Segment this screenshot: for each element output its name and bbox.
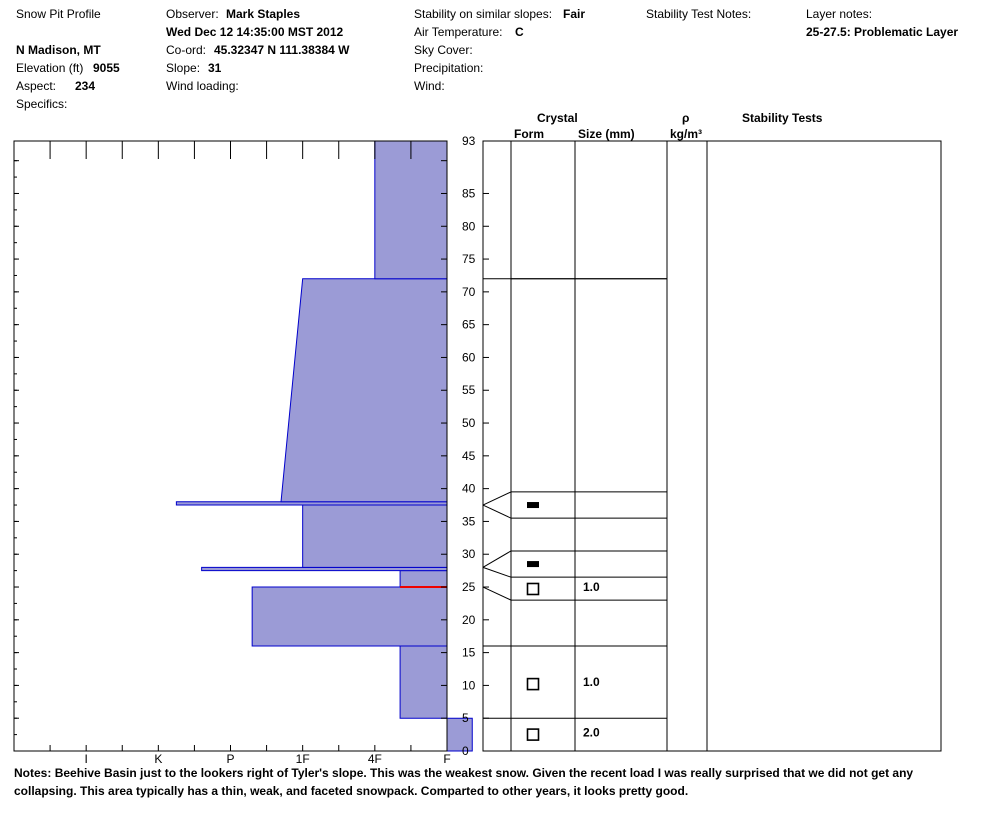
- air-temp-label: Air Temperature:: [414, 25, 503, 39]
- faceted-crystal-icon: [526, 582, 540, 596]
- aspect-value: 234: [75, 79, 96, 93]
- depth-tick-label: 25: [462, 580, 476, 594]
- layer-connector-line: [482, 586, 512, 601]
- hardness-category-label: F: [443, 752, 450, 766]
- chart-frames: [13, 140, 942, 752]
- crystal-size-label: 1.0: [583, 580, 600, 594]
- density-unit-header: kg/m³: [670, 127, 703, 141]
- depth-tick-label: 70: [462, 285, 476, 299]
- hardness-layer-1: [399, 645, 448, 719]
- faceted-crystal-icon: [526, 677, 540, 691]
- sky-cover-label: Sky Cover:: [414, 43, 473, 57]
- hardness-category-label: 1F: [296, 752, 310, 766]
- crystal-size-label: 2.0: [583, 726, 600, 740]
- air-temp-value: C: [515, 25, 524, 39]
- coord-label: Co-ord:: [166, 43, 207, 57]
- crystal-header: Crystal: [537, 111, 578, 125]
- hardness-layer-5: [302, 504, 448, 568]
- depth-tick-label: 30: [462, 547, 476, 561]
- observation-datetime: Wed Dec 12 14:35:00 MST 2012: [166, 25, 344, 39]
- axis-ticks: 0 5 10 15 20 25 30 35 40 45 50 55 60 65 70 75 80 85 93 I K P 1…: [14, 134, 493, 766]
- depth-tick-label: 55: [462, 383, 476, 397]
- layer-connector-line: [482, 550, 512, 568]
- hardness-category-label: 4F: [368, 752, 382, 766]
- elevation-label: Elevation (ft): [16, 61, 84, 75]
- depth-tick-label: 5: [462, 711, 469, 725]
- notes-label: Notes:: [14, 766, 52, 780]
- depth-tick-label: 40: [462, 482, 476, 496]
- layer-connector-line: [482, 491, 512, 506]
- notes: Notes: Beehive Basin just to the lookers…: [14, 764, 974, 800]
- hardness-layer-3: [399, 570, 448, 588]
- elevation-value: 9055: [93, 61, 120, 75]
- page-title: Snow Pit Profile: [16, 7, 101, 21]
- depth-tick-label: 15: [462, 646, 476, 660]
- depth-tick-label: 35: [462, 514, 476, 528]
- depth-tick-label: 20: [462, 613, 476, 627]
- slope-label: Slope:: [166, 61, 201, 75]
- crystal-size-label: 1.0: [583, 675, 600, 689]
- hardness-layer-2: [251, 586, 448, 647]
- hardness-category-label: P: [226, 752, 234, 766]
- depth-tick-label: 85: [462, 186, 476, 200]
- crust-crystal-icon: [527, 561, 539, 568]
- coord-value: 45.32347 N 111.38384 W: [214, 43, 350, 57]
- wind-label: Wind:: [414, 79, 445, 93]
- form-header: Form: [514, 127, 544, 141]
- observer-label: Observer:: [166, 7, 219, 21]
- stability-test-notes-label: Stability Test Notes:: [646, 7, 752, 21]
- layer-notes-value: 25-27.5: Problematic Layer: [806, 25, 959, 39]
- depth-tick-label: 10: [462, 678, 476, 692]
- hardness-layer-7: [280, 278, 448, 503]
- wind-loading-label: Wind loading:: [166, 79, 239, 93]
- depth-tick-label: 50: [462, 416, 476, 430]
- stability-label: Stability on similar slopes:: [414, 7, 553, 21]
- depth-tick-label: 60: [462, 350, 476, 364]
- hardness-profile: [175, 140, 473, 752]
- aspect-label: Aspect:: [16, 79, 57, 93]
- depth-tick-label: 65: [462, 318, 476, 332]
- rho-header: ρ: [682, 111, 690, 125]
- layers-table-frame: [482, 140, 942, 752]
- observer-value: Mark Staples: [226, 7, 301, 21]
- precipitation-label: Precipitation:: [414, 61, 484, 75]
- size-header: Size (mm): [578, 127, 635, 141]
- hardness-layer-8: [374, 140, 448, 280]
- hardness-category-label: K: [154, 752, 162, 766]
- depth-tick-label: 75: [462, 252, 476, 266]
- depth-tick-label: 45: [462, 449, 476, 463]
- location: N Madison, MT: [16, 43, 101, 57]
- depth-tick-label: 80: [462, 219, 476, 233]
- hardness-category-label: I: [84, 752, 87, 766]
- depth-tick-label: 0: [462, 744, 469, 758]
- layer-connector-line: [482, 504, 512, 519]
- specifics-label: Specifics:: [16, 97, 68, 111]
- depth-tick-label: 93: [462, 134, 476, 148]
- faceted-crystal-icon: [526, 728, 540, 741]
- layer-notes-label: Layer notes:: [806, 7, 873, 21]
- layer-rows: 2.0 1.0 1.0: [482, 278, 667, 741]
- layer-connector-line: [482, 566, 512, 578]
- notes-text: Beehive Basin just to the lookers right …: [14, 766, 914, 798]
- stability-value: Fair: [563, 7, 586, 21]
- crust-crystal-icon: [527, 502, 539, 509]
- slope-value: 31: [208, 61, 222, 75]
- stability-tests-header: Stability Tests: [742, 111, 823, 125]
